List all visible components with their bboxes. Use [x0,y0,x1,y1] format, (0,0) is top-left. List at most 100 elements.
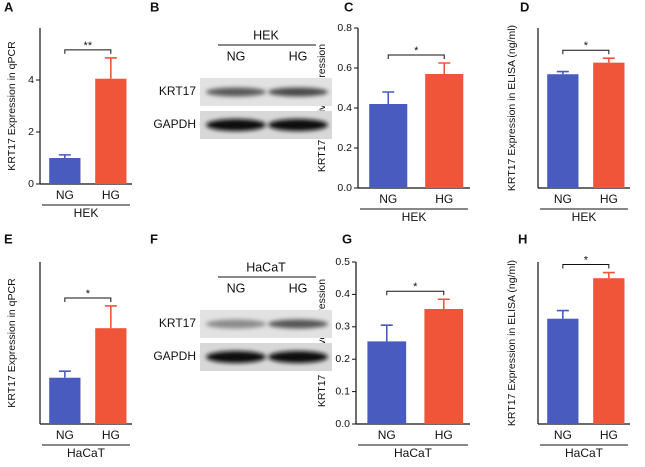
y-tick-label: 0.4 [337,102,352,114]
significance-label: * [584,40,589,52]
x-tick-label: NG [554,428,572,442]
blot-band [206,87,266,97]
blot-band [206,351,266,363]
blot-band [206,319,266,329]
y-tick-label: 4 [28,74,34,86]
error-bar [58,370,71,378]
significance-bracket [64,49,112,54]
error-bar [556,70,569,75]
error-bar [104,305,117,329]
panel-label: A [4,0,14,14]
panel-label: H [518,231,527,246]
y-tick-label: 0.2 [335,353,350,365]
y-axis-title: KRT17 Expression in qPCR [6,41,18,171]
panel-label: D [520,0,529,14]
lane-label: NG [227,281,246,295]
error-bar [104,57,117,79]
panel-label: B [150,0,159,14]
error-bar [602,271,615,279]
group-label: HaCaT [565,446,604,460]
error-bar [438,62,451,74]
bar [593,62,625,188]
significance-bracket [386,290,445,296]
error-bar [437,298,450,309]
x-tick-label: HG [102,428,120,442]
bar [547,318,579,424]
error-bar [382,91,395,104]
y-axis-title: KRT17 Relative Expression [316,44,328,172]
blot-band [206,119,266,131]
group-label: HaCaT [394,446,433,460]
lane-label: NG [227,49,246,63]
bar [49,377,81,424]
y-axis-title: KRT17 Relative Expression [316,279,328,407]
bar [95,328,127,424]
error-bar [556,309,569,319]
y-tick-label: 0.1 [335,385,350,397]
panel-label: C [344,0,354,14]
y-axis-title: KRT17 Expression in ELISA (ng/ml) [506,25,518,191]
row-label: GAPDH [153,117,196,131]
bar [367,341,407,424]
significance-bracket [562,264,610,269]
bar [369,104,408,188]
panel-label: F [150,231,158,246]
x-tick-label: NG [554,192,572,206]
significance-bracket [64,297,112,302]
x-tick-label: HG [435,192,453,206]
y-tick-label: 0.3 [335,321,350,333]
bar [425,74,464,188]
significance-bracket [562,49,610,55]
cell-line-label: HEK [253,28,279,42]
x-tick-label: NG [379,192,397,206]
panel-label: G [342,231,352,246]
y-tick-label: 0.5 [335,256,350,268]
bar [424,308,464,424]
group-label: HEK [74,206,99,220]
x-tick-label: HG [600,192,618,206]
group-label: HEK [402,210,427,224]
y-tick-label: 0 [28,178,34,190]
x-tick-label: NG [56,428,74,442]
error-bar [380,324,393,342]
row-label: GAPDH [153,349,196,363]
group-label: HaCaT [67,446,106,460]
x-tick-label: HG [435,428,453,442]
significance-label: * [413,281,418,293]
bar [95,78,127,184]
error-bar [602,57,615,63]
y-tick-label: 0.6 [337,62,352,74]
x-tick-label: NG [56,188,74,202]
bar [49,158,81,184]
x-tick-label: NG [378,428,396,442]
y-tick-label: 0.8 [337,22,352,34]
row-label: KRT17 [159,84,196,98]
panel-label: E [4,231,13,246]
cell-line-label: HaCaT [246,260,286,274]
significance-bracket [387,54,445,59]
group-label: HEK [572,210,597,224]
blot-band [268,351,328,363]
y-tick-label: 0.4 [335,288,350,300]
blot-band [268,119,328,131]
lane-label: HG [289,281,308,295]
y-tick-label: 0.0 [337,182,352,194]
y-axis-title: KRT17 Expression in qPCR [6,278,18,408]
bar [547,74,579,188]
x-tick-label: HG [102,188,120,202]
lane-label: HG [289,49,308,63]
error-bar [58,154,71,158]
y-tick-label: 2 [28,126,34,138]
significance-label: ** [84,40,93,52]
row-label: KRT17 [159,316,196,330]
significance-label: * [414,45,419,57]
significance-label: * [86,288,91,300]
y-tick-label: 0.0 [335,418,350,430]
x-tick-label: HG [600,428,618,442]
y-axis-title: KRT17 Expression in ELISA (ng/ml) [506,260,518,426]
bar [593,278,625,424]
blot-band [268,319,328,329]
significance-label: * [584,254,589,266]
y-tick-label: 0.2 [337,142,352,154]
